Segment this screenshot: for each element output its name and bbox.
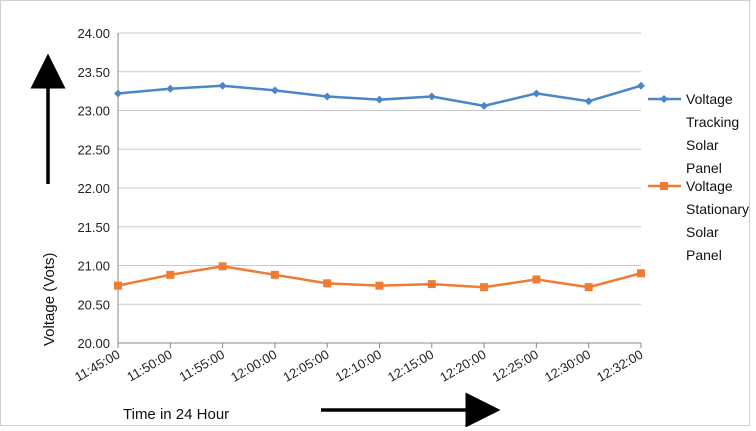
legend-label: Stationary	[686, 201, 749, 217]
legend-label: Panel	[686, 247, 722, 263]
data-point	[218, 262, 227, 271]
data-point	[427, 92, 436, 101]
legend-label: Voltage	[686, 91, 733, 107]
data-point	[323, 279, 332, 288]
data-point	[584, 97, 593, 106]
data-point	[375, 95, 384, 104]
y-axis-title: Voltage (Vots)	[41, 253, 58, 346]
x-tick-label: 12:15:00	[385, 347, 436, 385]
legend-label: Tracking	[686, 114, 739, 130]
x-axis-title: Time in 24 Hour	[123, 406, 229, 423]
legend-label: Solar	[686, 137, 719, 153]
data-point	[637, 81, 645, 90]
legend-label: Solar	[686, 224, 719, 240]
data-point	[532, 89, 541, 98]
x-tick-label: 12:20:00	[437, 347, 488, 385]
x-tick-label: 11:55:00	[177, 347, 227, 385]
data-point	[584, 283, 593, 292]
legend-label: Panel	[686, 160, 722, 176]
x-tick-label: 12:10:00	[333, 347, 384, 385]
data-point	[637, 269, 645, 278]
data-point	[218, 81, 227, 90]
y-tick-label: 21.50	[77, 220, 110, 235]
data-point	[375, 281, 384, 290]
y-tick-label: 24.00	[77, 26, 110, 41]
legend-marker	[660, 95, 668, 103]
data-point	[114, 89, 122, 98]
y-tick-label: 21.00	[77, 259, 110, 274]
y-tick-label: 23.00	[77, 104, 110, 119]
data-point	[166, 270, 175, 279]
data-point	[480, 283, 489, 292]
gridlines	[118, 32, 641, 305]
x-tick-label: 11:50:00	[124, 347, 174, 385]
y-tick-labels: 20.00 20.50 21.00 21.50 22.00 22.50 23.00 23.50…	[77, 26, 110, 351]
data-point	[166, 84, 175, 93]
x-tick-label: 12:25:00	[490, 347, 541, 385]
data-point	[532, 275, 541, 284]
axes	[117, 33, 642, 348]
data-point	[114, 281, 122, 290]
y-tick-label: 22.00	[77, 181, 110, 196]
x-tick-label: 12:05:00	[280, 347, 331, 385]
data-point	[270, 270, 279, 279]
data-point	[270, 86, 279, 95]
x-tick-label: 12:30:00	[542, 347, 593, 385]
x-tick-label: 12:00:00	[228, 347, 279, 385]
x-tick-label: 11:45:00	[72, 347, 122, 385]
y-tick-label: 23.50	[77, 65, 110, 80]
legend-marker	[660, 182, 668, 190]
series-group	[114, 81, 645, 292]
y-tick-label: 20.50	[77, 297, 110, 312]
y-tick-label: 22.50	[77, 142, 110, 157]
x-tick-label: 12:32:00	[594, 347, 645, 385]
legend-label: Voltage	[686, 178, 733, 194]
data-point	[323, 92, 332, 101]
legend: Voltage Tracking Solar Panel Voltage Stationa…	[648, 91, 749, 263]
x-tick-labels: 11:45:00 11:50:00 11:55:00 12:00:00 12:05:00…	[72, 347, 645, 385]
y-tick-label: 20.00	[77, 336, 110, 351]
data-point	[480, 101, 489, 110]
data-point	[427, 280, 436, 289]
